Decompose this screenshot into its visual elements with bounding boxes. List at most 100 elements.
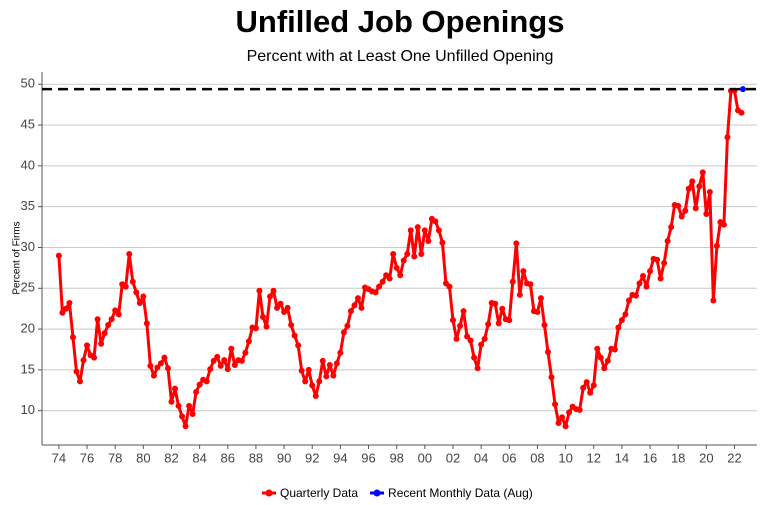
data-point xyxy=(506,317,513,324)
legend-label: Recent Monthly Data (Aug) xyxy=(388,486,533,500)
data-point xyxy=(615,324,622,331)
data-point xyxy=(263,323,270,330)
data-point xyxy=(147,362,154,369)
data-point xyxy=(485,321,492,328)
data-point xyxy=(228,345,235,352)
data-point xyxy=(302,378,309,385)
data-point xyxy=(710,297,717,304)
data-point xyxy=(587,389,594,396)
data-point xyxy=(210,357,217,364)
data-point xyxy=(537,295,544,302)
data-point xyxy=(713,242,720,249)
data-point xyxy=(136,299,143,306)
x-tick-label: 22 xyxy=(727,450,741,465)
data-point xyxy=(453,335,460,342)
data-point xyxy=(703,211,710,218)
y-tick-label: 30 xyxy=(21,239,35,254)
x-tick-label: 88 xyxy=(249,450,263,465)
data-point xyxy=(471,354,478,361)
x-tick-label: 02 xyxy=(446,450,460,465)
data-point xyxy=(80,357,87,364)
data-point xyxy=(77,378,84,385)
data-point xyxy=(404,251,411,258)
data-point xyxy=(252,325,259,332)
data-point xyxy=(689,178,696,185)
data-point xyxy=(418,251,425,258)
x-tick-label: 84 xyxy=(192,450,206,465)
data-point xyxy=(611,346,618,353)
data-point xyxy=(203,378,210,385)
data-point xyxy=(643,283,650,290)
legend-swatch xyxy=(373,489,381,497)
data-point xyxy=(544,348,551,355)
x-tick-label: 92 xyxy=(305,450,319,465)
data-point xyxy=(516,291,523,298)
data-point xyxy=(407,227,414,234)
data-point xyxy=(281,308,288,315)
data-point xyxy=(351,302,358,309)
y-tick-label: 25 xyxy=(21,280,35,295)
y-tick-label: 50 xyxy=(21,76,35,91)
data-point xyxy=(562,423,569,430)
data-point xyxy=(376,283,383,290)
data-point xyxy=(460,308,467,315)
data-point xyxy=(154,364,161,371)
data-point xyxy=(193,388,200,395)
data-point xyxy=(699,169,706,176)
data-point xyxy=(129,278,136,285)
data-point xyxy=(298,367,305,374)
x-tick-label: 74 xyxy=(52,450,66,465)
data-point xyxy=(534,308,541,315)
data-point xyxy=(126,251,133,258)
data-point xyxy=(337,349,344,356)
data-point xyxy=(513,240,520,247)
data-point xyxy=(319,357,326,364)
data-point xyxy=(133,289,140,296)
data-point xyxy=(326,362,333,369)
data-point xyxy=(706,188,713,195)
data-point xyxy=(467,337,474,344)
data-point xyxy=(122,283,129,290)
data-point xyxy=(207,366,214,373)
y-tick-label: 15 xyxy=(21,361,35,376)
data-point xyxy=(115,311,122,318)
data-point xyxy=(738,109,745,116)
data-point xyxy=(59,309,66,316)
data-point xyxy=(69,334,76,341)
data-point xyxy=(344,322,351,329)
y-tick-label: 10 xyxy=(21,402,35,417)
data-point xyxy=(175,402,182,409)
data-point xyxy=(636,280,643,287)
x-tick-label: 78 xyxy=(108,450,122,465)
data-point xyxy=(172,385,179,392)
data-point xyxy=(668,224,675,231)
data-point xyxy=(245,338,252,345)
data-point xyxy=(333,360,340,367)
data-point xyxy=(449,317,456,324)
data-point xyxy=(316,378,323,385)
data-point xyxy=(664,237,671,244)
data-point xyxy=(425,237,432,244)
data-point xyxy=(62,305,69,312)
data-point xyxy=(288,322,295,329)
x-tick-label: 80 xyxy=(136,450,150,465)
data-point xyxy=(66,299,73,306)
data-point xyxy=(390,251,397,258)
data-point xyxy=(186,402,193,409)
x-tick-label: 76 xyxy=(80,450,94,465)
data-point xyxy=(270,287,277,294)
data-point xyxy=(150,372,157,379)
data-point xyxy=(168,398,175,405)
data-point xyxy=(411,253,418,260)
x-tick-label: 14 xyxy=(615,450,629,465)
data-point xyxy=(639,273,646,280)
data-point xyxy=(720,221,727,228)
data-point xyxy=(566,409,573,416)
chart-subtitle: Percent with at Least One Unfilled Openi… xyxy=(247,48,554,65)
data-point xyxy=(189,410,196,417)
data-point xyxy=(242,349,249,356)
data-point xyxy=(291,332,298,339)
data-point xyxy=(474,365,481,372)
data-point xyxy=(393,264,400,271)
